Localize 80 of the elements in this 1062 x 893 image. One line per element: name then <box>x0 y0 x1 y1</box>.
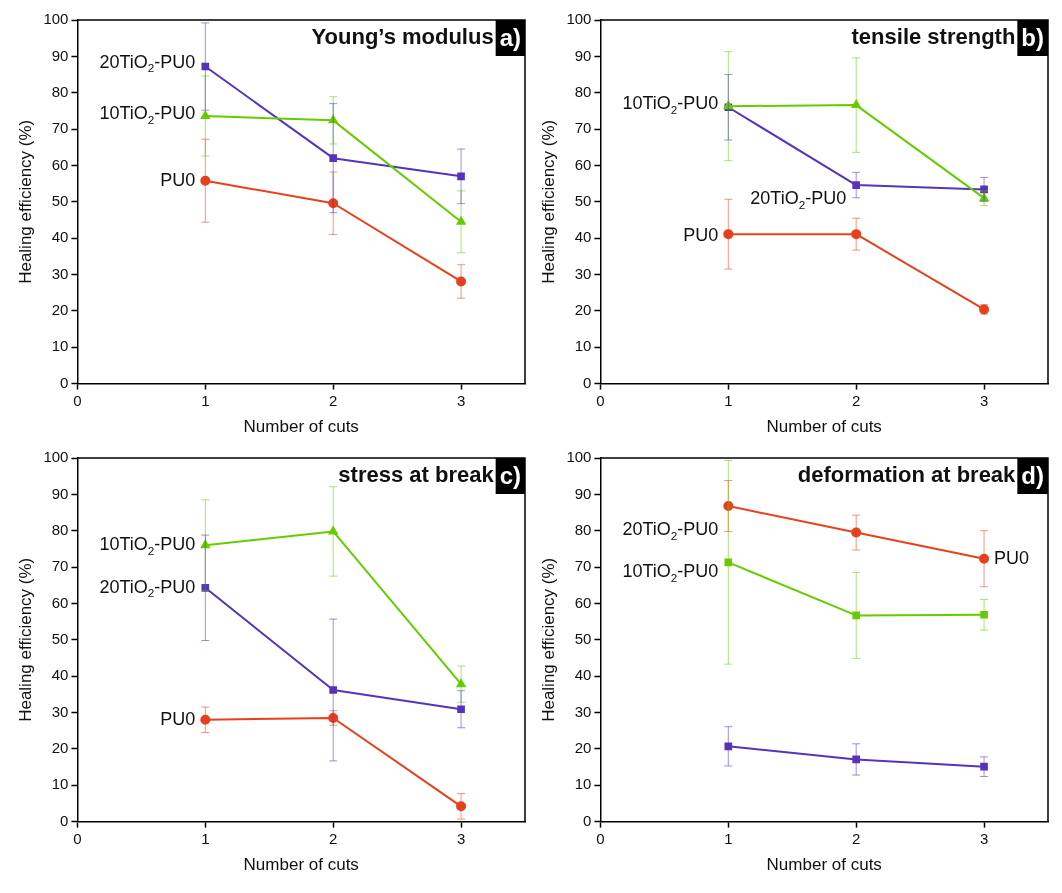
x-tick-label: 0 <box>73 829 82 847</box>
x-tick-label: 1 <box>724 391 733 409</box>
x-tick-label: 2 <box>852 829 861 847</box>
y-tick-label: 60 <box>574 155 592 173</box>
y-tick-label: 100 <box>566 10 592 28</box>
y-tick-label: 80 <box>51 520 69 538</box>
y-tick-label: 90 <box>51 46 69 64</box>
x-tick-label: 2 <box>329 829 338 847</box>
y-tick-label: 60 <box>574 593 592 611</box>
x-axis-title: Number of cuts <box>243 855 359 875</box>
y-tick-label: 10 <box>574 337 592 355</box>
y-tick-label: 100 <box>43 448 69 466</box>
y-tick-label: 60 <box>51 155 69 173</box>
y-tick-label: 10 <box>51 775 69 793</box>
y-tick-label: 70 <box>574 119 592 137</box>
y-tick-label: 100 <box>43 10 69 28</box>
y-tick-label: 70 <box>51 557 69 575</box>
y-tick-label: 70 <box>574 557 592 575</box>
y-tick-label: 40 <box>574 666 592 684</box>
y-axis-title: Healing efficiency (%) <box>15 119 35 284</box>
y-tick-label: 70 <box>51 119 69 137</box>
y-tick-label: 80 <box>51 82 69 100</box>
y-tick-label: 0 <box>60 811 69 829</box>
y-tick-label: 50 <box>51 191 69 209</box>
x-axis-title: Number of cuts <box>243 417 359 437</box>
x-axis-title: Number of cuts <box>766 855 882 875</box>
y-tick-label: 60 <box>51 593 69 611</box>
series-label: PU0 <box>160 708 196 729</box>
y-tick-label: 90 <box>574 484 592 502</box>
x-tick-label: 2 <box>329 391 338 409</box>
y-tick-label: 20 <box>574 739 592 757</box>
y-axis-title: Healing efficiency (%) <box>538 557 558 722</box>
y-tick-label: 0 <box>583 373 592 391</box>
x-tick-label: 1 <box>201 391 210 409</box>
annotation: b) <box>1021 23 1044 51</box>
x-tick-label: 0 <box>73 391 82 409</box>
y-tick-label: 30 <box>574 264 592 282</box>
y-tick-label: 10 <box>574 775 592 793</box>
y-tick-label: 40 <box>51 666 69 684</box>
annotation: d) <box>1021 461 1044 489</box>
x-tick-label: 0 <box>596 391 605 409</box>
y-tick-label: 30 <box>51 702 69 720</box>
x-axis-title: Number of cuts <box>766 417 882 437</box>
y-tick-label: 50 <box>51 629 69 647</box>
x-tick-label: 0 <box>596 829 605 847</box>
y-axis-title: Healing efficiency (%) <box>538 119 558 284</box>
x-tick-label: 3 <box>456 829 466 847</box>
chart-title: stress at break <box>338 462 495 488</box>
y-tick-label: 20 <box>574 301 592 319</box>
y-tick-label: 90 <box>574 46 592 64</box>
series-label: PU0 <box>994 547 1030 568</box>
y-tick-label: 30 <box>51 264 69 282</box>
y-tick-label: 40 <box>574 228 592 246</box>
y-tick-label: 80 <box>574 82 592 100</box>
y-tick-label: 90 <box>51 484 69 502</box>
y-tick-label: 80 <box>574 520 592 538</box>
y-tick-label: 30 <box>574 702 592 720</box>
series-label: PU0 <box>160 169 196 190</box>
x-tick-label: 1 <box>201 829 210 847</box>
chart-title: tensile strength <box>851 24 1016 50</box>
y-axis-title: Healing efficiency (%) <box>15 557 35 722</box>
y-tick-label: 10 <box>51 337 69 355</box>
y-tick-label: 20 <box>51 739 69 757</box>
x-tick-label: 3 <box>979 391 989 409</box>
y-tick-label: 40 <box>51 228 69 246</box>
y-tick-label: 100 <box>566 448 592 466</box>
y-tick-label: 50 <box>574 629 592 647</box>
y-tick-label: 20 <box>51 301 69 319</box>
x-tick-label: 2 <box>852 391 861 409</box>
annotation: c) <box>499 461 521 489</box>
series-label: PU0 <box>683 225 719 246</box>
x-tick-label: 3 <box>456 391 466 409</box>
y-tick-label: 0 <box>583 811 592 829</box>
chart-title: deformation at break <box>797 462 1017 488</box>
annotation: a) <box>499 23 521 51</box>
y-tick-label: 0 <box>60 373 69 391</box>
x-tick-label: 1 <box>724 829 733 847</box>
x-tick-label: 3 <box>979 829 989 847</box>
chart-title: Young’s modulus <box>311 24 494 50</box>
y-tick-label: 50 <box>574 191 592 209</box>
